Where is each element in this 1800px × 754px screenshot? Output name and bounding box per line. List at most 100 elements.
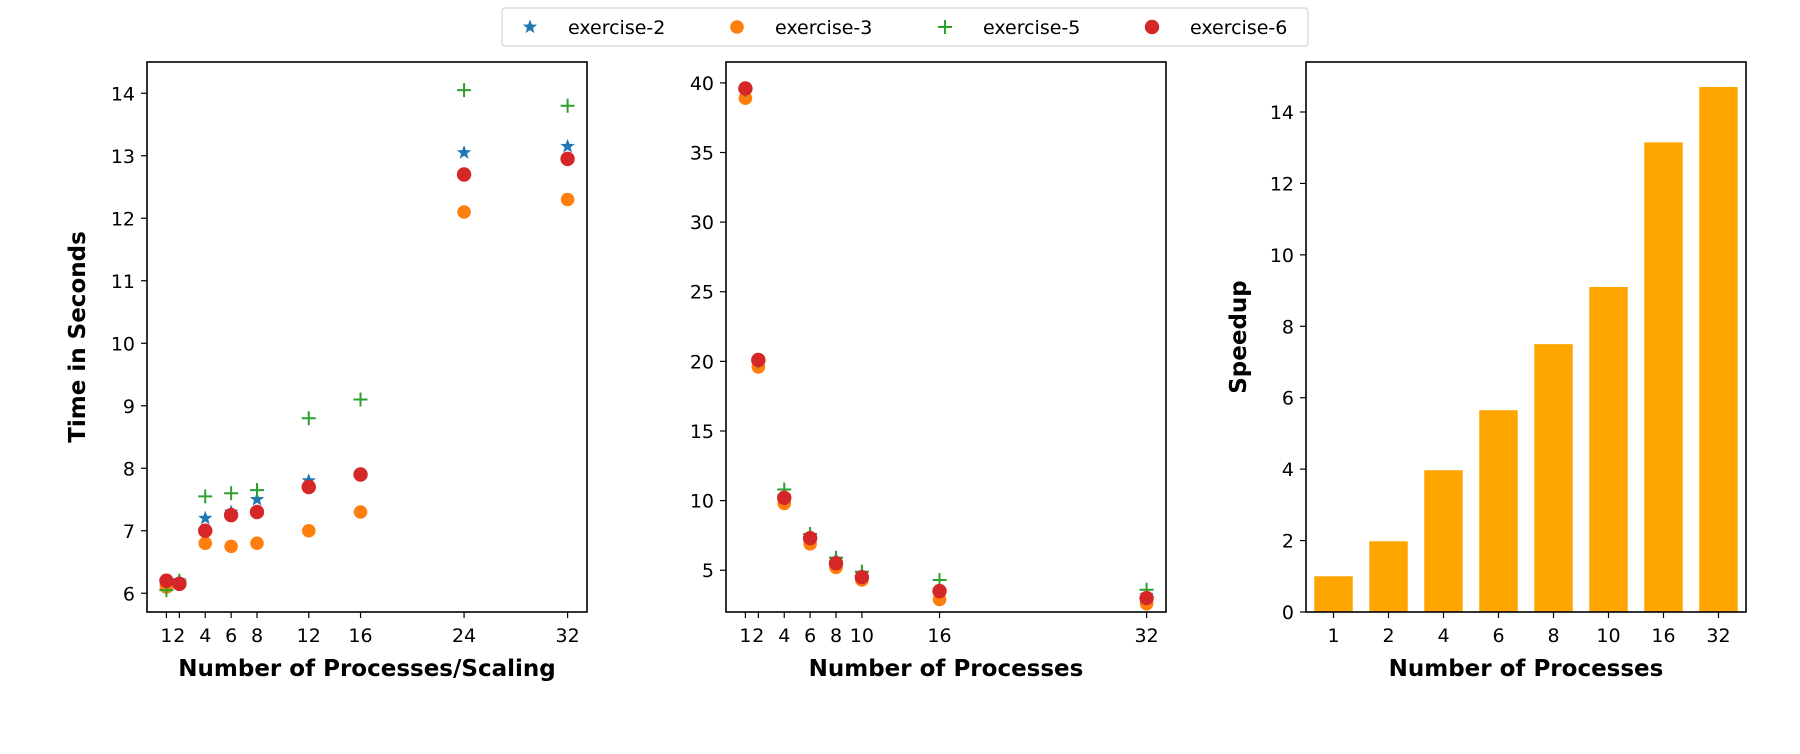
data-point-exercise-3 [224,539,238,554]
data-point-exercise-6 [223,507,239,523]
x-axis-title: Number of Processes [809,656,1084,682]
y-tick-label: 10 [111,333,135,355]
x-axis-title: Number of Processes [1389,656,1664,682]
y-tick-label: 15 [690,421,714,443]
y-tick-label: 2 [1282,531,1294,553]
legend-label: exercise-5 [983,17,1080,39]
data-point-exercise-3 [738,91,753,106]
y-axis-title: Time in Seconds [65,231,91,443]
x-axis-title: Number of Processes/Scaling [178,656,555,682]
data-point-exercise-6 [560,151,575,167]
data-point-exercise-5 [198,489,213,504]
data-point-exercise-6 [353,467,368,482]
data-point-exercise-6 [249,504,265,520]
x-tick-label: 10 [1596,625,1620,647]
data-point-exercise-6 [802,531,818,546]
data-point-exercise-2 [249,492,265,506]
y-tick-label: 14 [111,83,135,105]
data-point-exercise-2 [198,510,213,525]
data-point-exercise-2 [456,145,472,159]
y-tick-label: 35 [690,143,714,165]
data-point-exercise-6 [198,523,213,538]
bar-4 [1424,470,1463,612]
bar-2 [1369,541,1408,612]
y-tick-label: 10 [1270,245,1294,267]
legend-label: exercise-6 [1190,17,1287,39]
data-point-exercise-6 [456,167,472,182]
x-tick-label: 6 [225,625,237,647]
y-tick-label: 7 [123,521,135,543]
data-point-exercise-6 [159,573,174,588]
bar-10 [1589,287,1628,612]
y-tick-label: 14 [1270,102,1294,124]
y-tick-label: 20 [690,351,714,373]
data-point-exercise-6 [738,81,753,96]
x-tick-label: 1 [739,625,751,647]
bar-8 [1534,344,1573,612]
y-tick-label: 12 [111,208,135,230]
x-tick-label: 32 [555,625,579,647]
data-point-exercise-3 [198,536,213,551]
x-tick-label: 4 [1437,625,1449,647]
legend-marker-exercise-3 [730,20,744,34]
data-point-exercise-6 [172,576,187,592]
data-point-exercise-6 [1139,590,1154,606]
y-tick-label: 13 [111,146,135,168]
legend-label: exercise-3 [775,17,872,39]
data-point-exercise-3 [301,523,316,538]
legend-marker-exercise-6 [1144,19,1160,35]
bar-1 [1314,576,1353,612]
y-tick-label: 5 [702,560,714,582]
legend-marker-exercise-5 [938,20,952,34]
data-point-exercise-5 [250,483,264,498]
bar-6 [1479,410,1518,612]
data-point-exercise-2 [560,138,575,153]
data-point-exercise-5 [560,98,575,113]
y-tick-label: 12 [1270,173,1294,195]
y-tick-label: 8 [1282,316,1294,338]
x-tick-label: 12 [297,625,321,647]
y-tick-label: 30 [690,212,714,234]
x-tick-label: 24 [452,625,476,647]
data-point-exercise-6 [932,583,947,599]
data-point-exercise-6 [854,569,870,585]
legend-marker-exercise-2 [522,19,538,34]
plot-frame [725,61,1167,613]
x-tick-label: 6 [804,625,816,647]
x-tick-label: 1 [160,625,172,647]
data-point-exercise-3 [250,536,264,551]
x-tick-label: 8 [1547,625,1559,647]
x-tick-label: 6 [1492,625,1504,647]
y-axis-title: Speedup [1226,280,1252,394]
data-point-exercise-6 [828,556,844,571]
x-tick-label: 2 [752,625,764,647]
y-tick-label: 8 [123,458,135,480]
y-tick-label: 9 [123,396,135,418]
data-point-exercise-6 [301,479,316,495]
y-tick-label: 10 [690,491,714,513]
x-tick-label: 4 [778,625,790,647]
x-tick-label: 32 [1134,625,1158,647]
legend-label: exercise-2 [568,17,665,39]
y-tick-label: 40 [690,73,714,95]
panel-middle-scatter: 5 10 15 20 25 30 35 40 1 2 4 6 8 10 16 32 Number of Proc… [690,61,1167,682]
x-tick-label: 1 [1327,625,1339,647]
x-tick-label: 2 [173,625,185,647]
x-tick-label: 4 [199,625,211,647]
x-tick-label: 8 [251,625,263,647]
data-point-exercise-5 [353,392,368,407]
x-tick-label: 8 [830,625,842,647]
y-tick-label: 25 [690,282,714,304]
legend-frame [501,7,1309,47]
x-tick-label: 32 [1706,625,1730,647]
plot-frame [146,61,588,613]
x-tick-label: 16 [927,625,951,647]
x-tick-label: 16 [1651,625,1675,647]
legend: exercise-2 exercise-3 exercise-5 exercise-6 [501,7,1309,47]
data-point-exercise-3 [560,192,575,207]
x-tick-label: 2 [1382,625,1394,647]
